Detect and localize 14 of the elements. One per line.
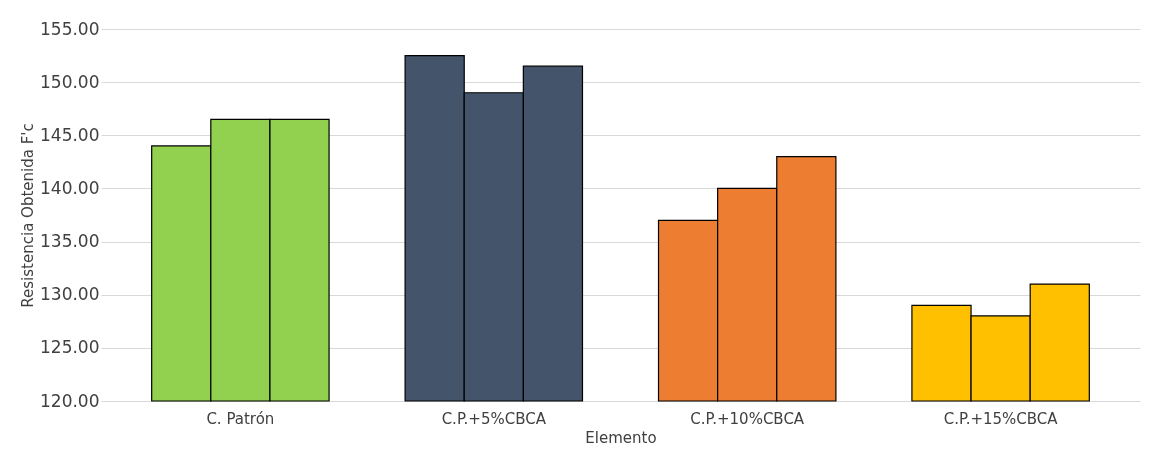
y-tick-label: 145.00	[40, 124, 100, 145]
x-tick-label: C. Patrón	[206, 409, 275, 428]
y-tick-label: 135.00	[40, 231, 100, 252]
x-axis-title: Elemento	[585, 428, 657, 447]
y-tick-label: 120.00	[40, 390, 100, 411]
x-tick-label: C.P.+10%CBCA	[690, 409, 805, 428]
x-tick-label: C.P.+15%CBCA	[943, 409, 1059, 428]
y-tick-label: 150.00	[40, 71, 100, 92]
x-tick-label: C.P.+5%CBCA	[441, 409, 547, 428]
y-tick-label: 155.00	[40, 18, 100, 39]
y-axis-title: Resistencia Obtenida F'c	[19, 123, 38, 308]
y-tick-label: 130.00	[40, 284, 100, 305]
y-tick-label: 140.00	[40, 177, 100, 198]
y-tick-label: 125.00	[40, 337, 100, 358]
